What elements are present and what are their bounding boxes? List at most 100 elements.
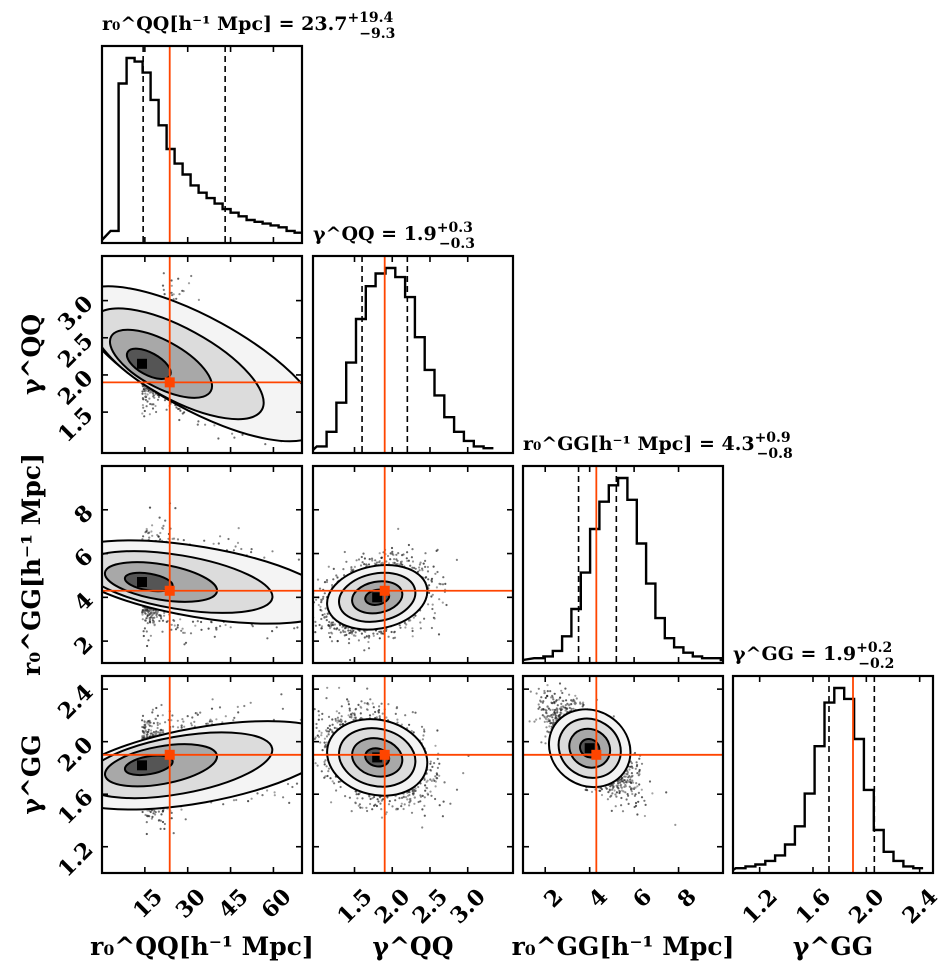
- sample-point: [159, 538, 162, 541]
- sample-point: [170, 628, 173, 631]
- sample-point: [145, 405, 148, 408]
- density-peak: [137, 577, 147, 587]
- sample-point: [151, 613, 154, 616]
- sample-point: [197, 420, 200, 423]
- sample-point: [426, 565, 429, 569]
- density-contour-line: [102, 307, 265, 421]
- sample-point: [271, 630, 274, 633]
- sample-point: [308, 618, 310, 620]
- sample-point: [203, 539, 206, 542]
- sample-point: [178, 293, 181, 296]
- sample-point: [263, 556, 266, 559]
- sample-point: [147, 532, 150, 535]
- sample-point: [229, 626, 232, 629]
- sample-point: [151, 391, 154, 394]
- sample-point: [236, 541, 240, 545]
- sample-point: [147, 639, 150, 642]
- sample-point: [322, 604, 324, 606]
- sample-point: [324, 413, 326, 415]
- sample-point: [165, 408, 168, 411]
- sample-point: [232, 549, 235, 552]
- sample-point: [174, 507, 177, 510]
- sample-point: [159, 531, 162, 535]
- sample-point: [405, 423, 407, 425]
- sample-point: [331, 584, 334, 587]
- sample-point: [250, 548, 253, 551]
- sample-point: [212, 542, 215, 545]
- sample-point: [141, 404, 144, 407]
- sample-point: [240, 547, 243, 551]
- sample-point: [142, 535, 145, 538]
- sample-point: [339, 631, 342, 634]
- sample-point: [164, 519, 167, 522]
- sample-point: [146, 614, 149, 618]
- sample-point: [386, 554, 390, 558]
- sample-point: [365, 635, 368, 638]
- sample-point: [141, 618, 144, 621]
- sample-point: [149, 390, 152, 393]
- sample-point: [145, 527, 148, 531]
- sample-point: [148, 620, 151, 623]
- sample-point: [156, 610, 160, 613]
- sample-point: [325, 579, 329, 582]
- density-layer: [102, 272, 677, 836]
- sample-point: [142, 398, 145, 401]
- sample-point: [159, 614, 162, 617]
- sample-point: [424, 576, 427, 579]
- sample-point: [324, 410, 326, 412]
- sample-point: [187, 282, 191, 285]
- density-contour-line: [102, 539, 302, 625]
- sample-point: [196, 620, 199, 623]
- sample-point: [411, 629, 414, 633]
- sample-point: [149, 634, 152, 637]
- sample-point: [141, 613, 144, 616]
- sample-point: [314, 624, 317, 627]
- sample-point: [180, 629, 183, 632]
- sample-point: [378, 552, 381, 555]
- sample-point: [183, 631, 186, 635]
- sample-point: [411, 635, 414, 638]
- sample-point: [161, 630, 164, 633]
- sample-point: [424, 559, 427, 563]
- sample-point: [150, 612, 153, 615]
- sample-point: [304, 600, 306, 602]
- sample-point: [191, 620, 195, 623]
- sample-point: [405, 557, 408, 560]
- sample-point: [141, 412, 144, 415]
- sample-point: [322, 587, 324, 589]
- sample-point: [314, 570, 316, 572]
- sample-point: [320, 601, 323, 604]
- sample-point: [200, 628, 203, 631]
- sample-point: [217, 437, 220, 440]
- sample-point: [149, 616, 152, 619]
- sample-point: [158, 516, 161, 519]
- sample-point: [143, 415, 146, 418]
- sample-point: [177, 277, 180, 280]
- sample-point: [445, 603, 448, 607]
- sample-point: [367, 433, 369, 435]
- sample-point: [335, 574, 338, 577]
- sample-point: [340, 438, 342, 440]
- sample-point: [146, 400, 149, 403]
- sample-point: [213, 424, 216, 427]
- sample-point: [271, 550, 274, 553]
- sample-point: [204, 423, 207, 426]
- sample-point: [305, 628, 307, 630]
- sample-point: [156, 398, 160, 401]
- sample-point: [155, 410, 158, 414]
- sample-point: [170, 284, 173, 287]
- sample-point: [182, 631, 185, 634]
- sample-point: [141, 390, 144, 393]
- sample-point: [197, 298, 200, 301]
- sample-point: [442, 576, 445, 579]
- sample-point: [148, 613, 151, 616]
- sample-point: [183, 411, 186, 414]
- sample-point: [435, 586, 438, 589]
- sample-point: [184, 641, 188, 644]
- sample-point: [227, 537, 230, 541]
- sample-point: [390, 630, 393, 634]
- sample-point: [322, 426, 324, 428]
- sample-point: [293, 627, 296, 630]
- sample-point: [194, 624, 197, 627]
- sample-point: [407, 543, 410, 547]
